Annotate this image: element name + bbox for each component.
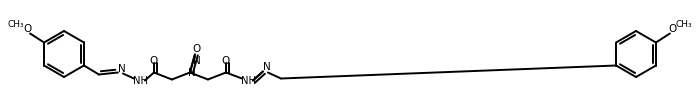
Text: O: O: [150, 56, 158, 65]
Text: N: N: [118, 64, 126, 74]
Text: N: N: [193, 56, 201, 67]
Text: NH: NH: [134, 76, 148, 87]
Text: N: N: [263, 63, 271, 72]
Text: O: O: [193, 44, 201, 53]
Text: CH₃: CH₃: [676, 20, 692, 29]
Text: O: O: [668, 25, 677, 34]
Text: O: O: [23, 25, 32, 34]
Text: CH₃: CH₃: [8, 20, 25, 29]
Text: N: N: [188, 68, 196, 79]
Text: NH: NH: [241, 76, 256, 87]
Text: O: O: [222, 56, 230, 65]
